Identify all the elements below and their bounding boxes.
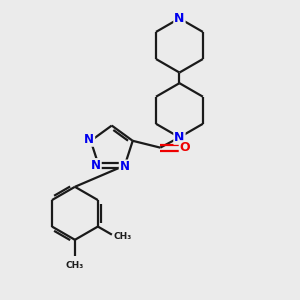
- Text: N: N: [91, 159, 101, 172]
- Text: N: N: [84, 133, 94, 146]
- Text: N: N: [120, 160, 130, 173]
- Text: N: N: [174, 131, 184, 144]
- Text: O: O: [180, 141, 190, 154]
- Text: CH₃: CH₃: [66, 261, 84, 270]
- Text: N: N: [174, 12, 184, 25]
- Text: CH₃: CH₃: [113, 232, 131, 241]
